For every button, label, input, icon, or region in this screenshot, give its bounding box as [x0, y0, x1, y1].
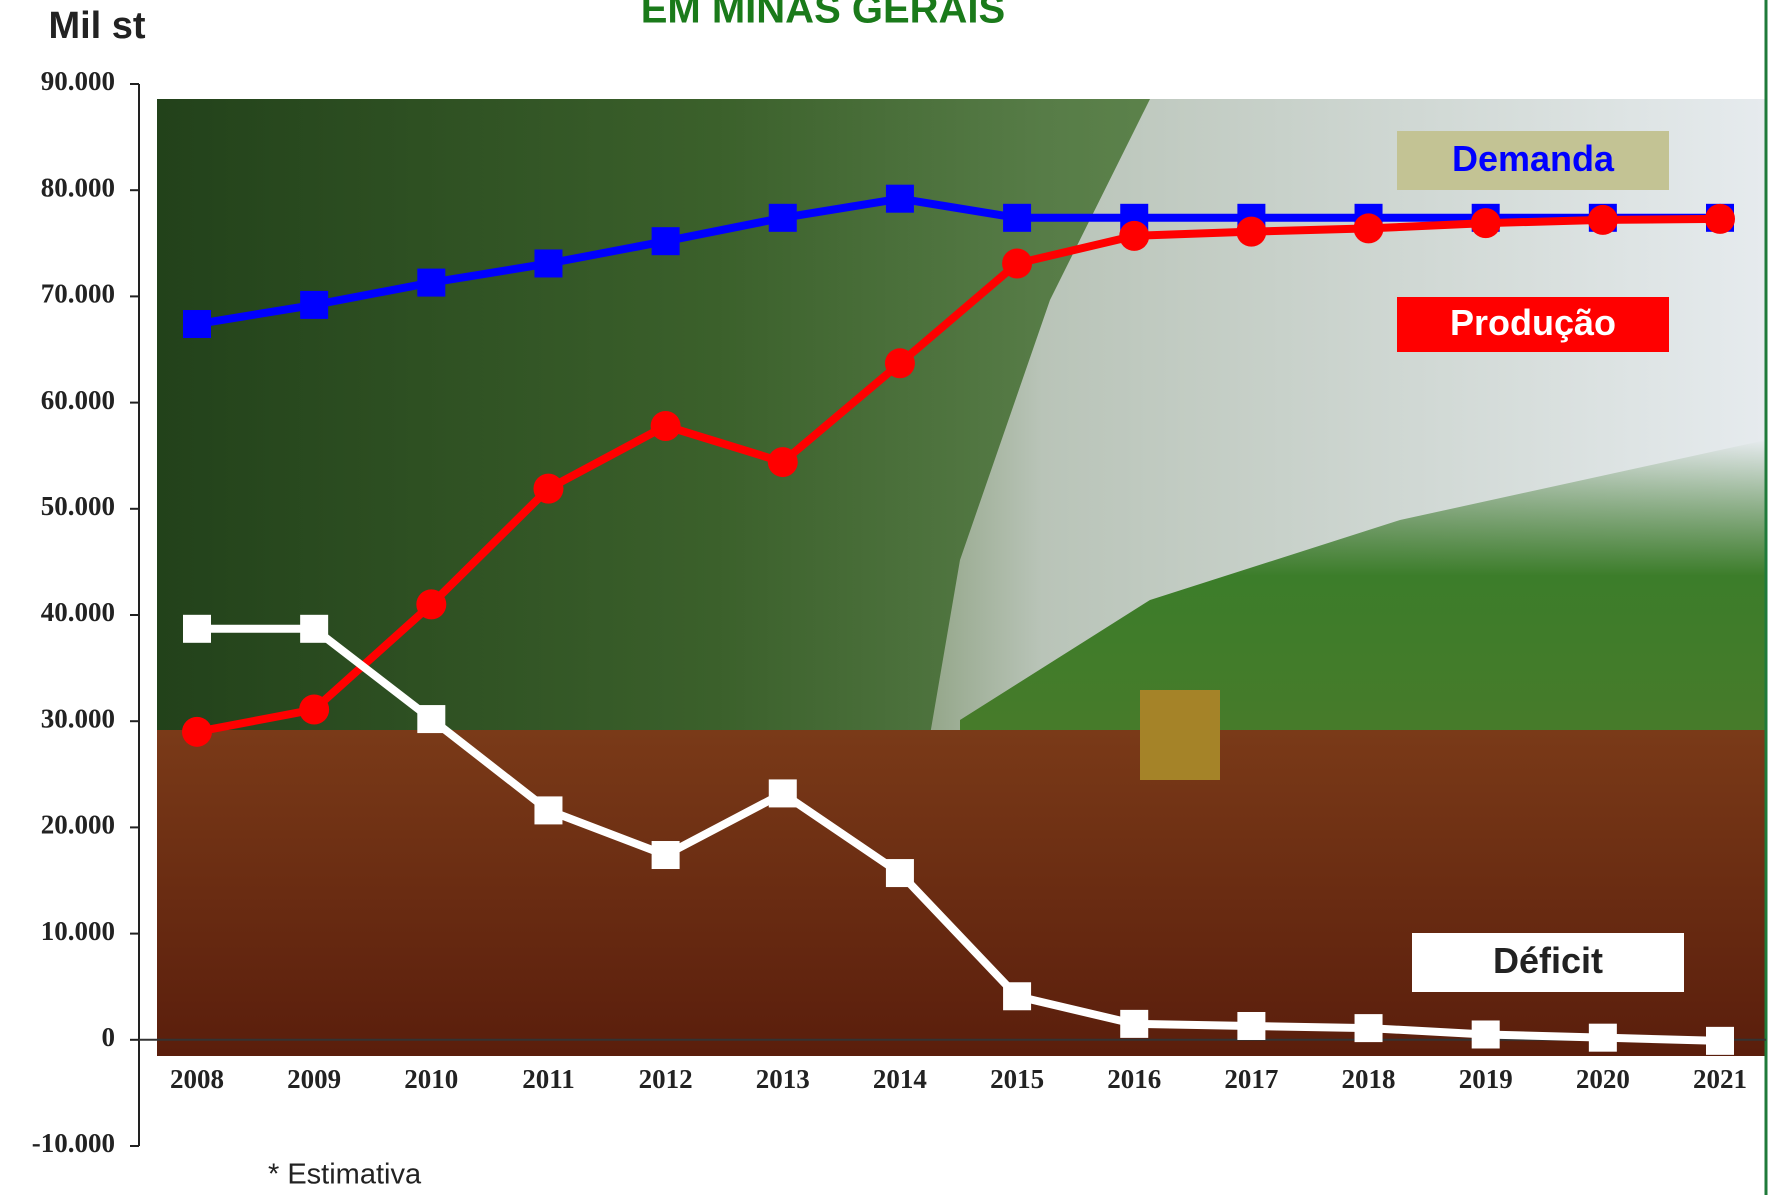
marker — [1587, 204, 1618, 235]
marker — [300, 614, 329, 643]
marker — [650, 410, 681, 441]
x-tick-label: 2012 — [639, 1064, 693, 1094]
series-line — [197, 624, 1721, 1045]
marker — [417, 705, 446, 734]
x-tick-label: 2014 — [873, 1064, 927, 1094]
background-photo — [157, 99, 1766, 1056]
legend-label: Demanda — [1452, 138, 1615, 179]
y-tick-label: 90.000 — [41, 66, 115, 96]
y-tick-label: 30.000 — [41, 703, 115, 733]
marker — [300, 290, 329, 319]
marker — [182, 716, 212, 747]
legend-label: Déficit — [1493, 940, 1603, 981]
marker — [534, 796, 563, 825]
marker — [1236, 216, 1267, 247]
marker — [417, 268, 446, 297]
marker — [299, 694, 330, 725]
y-tick-label: 20.000 — [41, 810, 115, 840]
y-tick-label: 40.000 — [41, 597, 115, 627]
x-tick-label: 2008 — [170, 1064, 224, 1094]
y-tick-label: 10.000 — [41, 916, 115, 946]
marker — [1002, 248, 1033, 279]
x-tick-label: 2010 — [404, 1064, 458, 1094]
marker — [533, 473, 564, 504]
x-tick-label: 2013 — [756, 1064, 810, 1094]
legend-box — [1397, 297, 1669, 352]
y-axis-label: Mil st — [48, 5, 145, 47]
series-line — [196, 214, 1721, 736]
y-tick-label: 60.000 — [41, 385, 115, 415]
marker — [1470, 208, 1501, 239]
marker — [885, 184, 914, 213]
y-tick-label: 70.000 — [41, 279, 115, 309]
marker — [534, 249, 563, 278]
marker — [183, 310, 211, 339]
x-tick-label: 2009 — [287, 1064, 341, 1094]
y-tick-label: 0 — [102, 1022, 116, 1052]
marker — [651, 227, 680, 256]
marker — [1119, 220, 1150, 251]
legend-box — [1397, 131, 1669, 190]
marker — [1120, 1009, 1149, 1038]
marker — [1003, 203, 1032, 232]
y-tick-label: 80.000 — [41, 172, 115, 202]
marker — [1588, 1023, 1617, 1052]
marker — [767, 447, 798, 478]
x-tick-label: 2018 — [1342, 1064, 1396, 1094]
marker — [1706, 1026, 1734, 1055]
marker — [1705, 203, 1735, 234]
footnote: * Estimativa — [268, 1159, 422, 1191]
marker — [183, 614, 211, 643]
x-tick-label: 2019 — [1459, 1064, 1513, 1094]
y-tick-label: 50.000 — [41, 491, 115, 521]
x-tick-label: 2020 — [1576, 1064, 1630, 1094]
series-line — [196, 194, 1720, 328]
x-tick-label: 2015 — [990, 1064, 1044, 1094]
marker — [1237, 1011, 1266, 1040]
x-tick-label: 2011 — [522, 1064, 575, 1094]
marker — [1354, 1014, 1383, 1043]
chart-title: EM MINAS GERAIS — [641, 0, 1005, 32]
marker — [651, 841, 680, 870]
marker — [768, 779, 797, 808]
x-tick-label: 2017 — [1224, 1064, 1278, 1094]
marker — [416, 589, 447, 620]
legend-box — [1412, 933, 1684, 992]
marker — [1003, 982, 1032, 1011]
y-tick-label: -10.000 — [32, 1128, 115, 1158]
x-tick-label: 2021 — [1693, 1064, 1747, 1094]
marker — [1353, 213, 1384, 244]
x-tick-label: 2016 — [1107, 1064, 1161, 1094]
marker — [884, 348, 915, 379]
marker — [768, 203, 797, 232]
marker — [885, 859, 914, 888]
legend-label: Produção — [1450, 302, 1616, 343]
marker — [1471, 1020, 1500, 1049]
